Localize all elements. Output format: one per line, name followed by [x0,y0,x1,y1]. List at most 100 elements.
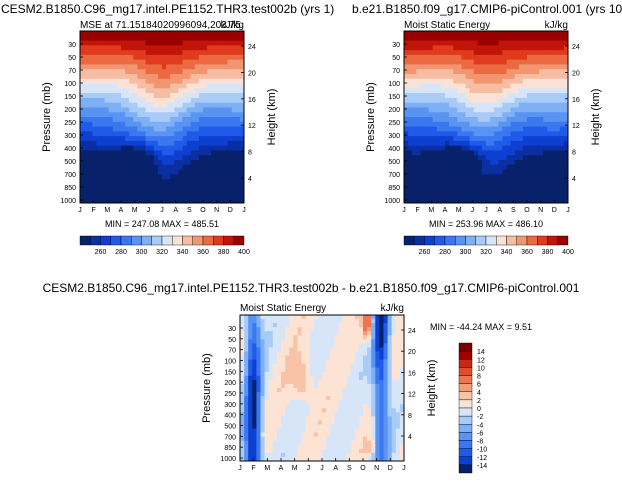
contour-cell [539,193,544,199]
contour-cell [166,179,171,185]
colorbar-tick-label: 14 [477,349,485,356]
contour-cell [219,169,224,175]
contour-cell [264,448,270,454]
contour-cell [387,416,393,421]
contour-cell [522,188,528,194]
contour-cell [469,174,475,180]
contour-cell [157,102,163,108]
contour-cell [190,40,196,46]
contour-cell [174,64,179,70]
contour-cell [358,343,364,348]
contour-cell [502,69,507,75]
contour-cell [289,323,294,328]
contour-cell [412,145,417,151]
contour-cell [215,174,220,180]
contour-cell [260,367,265,373]
contour-cell [494,102,499,108]
contour-cell [412,45,417,51]
contour-cell [453,40,458,46]
contour-cell [260,343,265,348]
contour-cell [461,140,466,147]
contour-cell [88,193,93,199]
contour-cell [313,388,319,393]
contour-cell [84,31,89,37]
contour-cell [543,78,548,84]
contour-cell [297,363,302,369]
contour-cell [342,319,347,324]
contour-cell [436,74,442,80]
contour-cell [363,339,368,344]
contour-cell [137,97,142,104]
contour-cell [264,392,270,397]
contour-cell [547,164,552,170]
contour-cell [363,436,368,442]
contour-cell [166,78,171,84]
contour-cell [563,164,568,170]
contour-cell [408,74,413,80]
contour-cell [198,35,204,41]
contour-cell [178,83,183,89]
contour-cell [313,367,319,373]
contour-cell [440,188,446,194]
contour-cell [227,188,233,194]
contour-cell [563,198,568,203]
contour-cell [100,121,105,127]
contour-cell [166,117,171,123]
contour-cell [88,93,93,99]
contour-cell [486,40,491,46]
contour-cell [301,452,306,458]
contour-cell [416,59,421,65]
contour-cell [80,88,85,94]
contour-cell [559,97,565,104]
contour-cell [477,117,483,123]
contour-cell [358,323,364,328]
contour-cell [190,59,196,65]
contour-cell [387,420,393,425]
contour-cell [166,126,171,132]
contour-cell [469,78,475,84]
contour-cell [121,131,126,137]
contour-cell [498,145,503,151]
contour-cell [457,155,462,161]
contour-cell [506,140,511,147]
contour-cell [104,140,110,147]
contour-cell [522,74,528,80]
colorbar-tick-label: -4 [477,422,483,429]
contour-cell [276,408,282,413]
contour-cell [244,383,249,389]
contour-cell [416,88,421,94]
contour-cell [535,150,540,156]
contour-cell [379,428,384,434]
contour-cell [162,183,167,190]
contour-cell [338,315,343,320]
contour-cell [436,121,442,127]
contour-cell [399,396,404,401]
contour-cell [506,93,511,99]
contour-cell [108,174,114,180]
y-tick-label: 400 [224,413,236,420]
contour-cell [244,396,249,401]
contour-cell [203,198,208,203]
contour-cell [317,343,323,348]
contour-cell [268,400,274,405]
contour-cell [88,59,93,65]
contour-cell [219,93,224,99]
contour-cell [137,136,142,142]
contour-cell [498,150,503,156]
contour-cell [244,327,249,332]
contour-cell [281,420,286,425]
contour-cell [317,420,323,425]
contour-cell [100,131,105,137]
contour-cell [186,74,192,80]
contour-cell [326,327,331,332]
contour-cell [379,379,384,385]
contour-cell [531,69,536,75]
contour-cell [424,78,429,84]
contour-cell [322,436,327,442]
contour-cell [190,131,196,137]
contour-cell [215,140,220,147]
contour-cell [346,343,352,348]
contour-cell [162,174,167,180]
contour-cell [80,69,85,75]
contour-cell [281,339,286,344]
